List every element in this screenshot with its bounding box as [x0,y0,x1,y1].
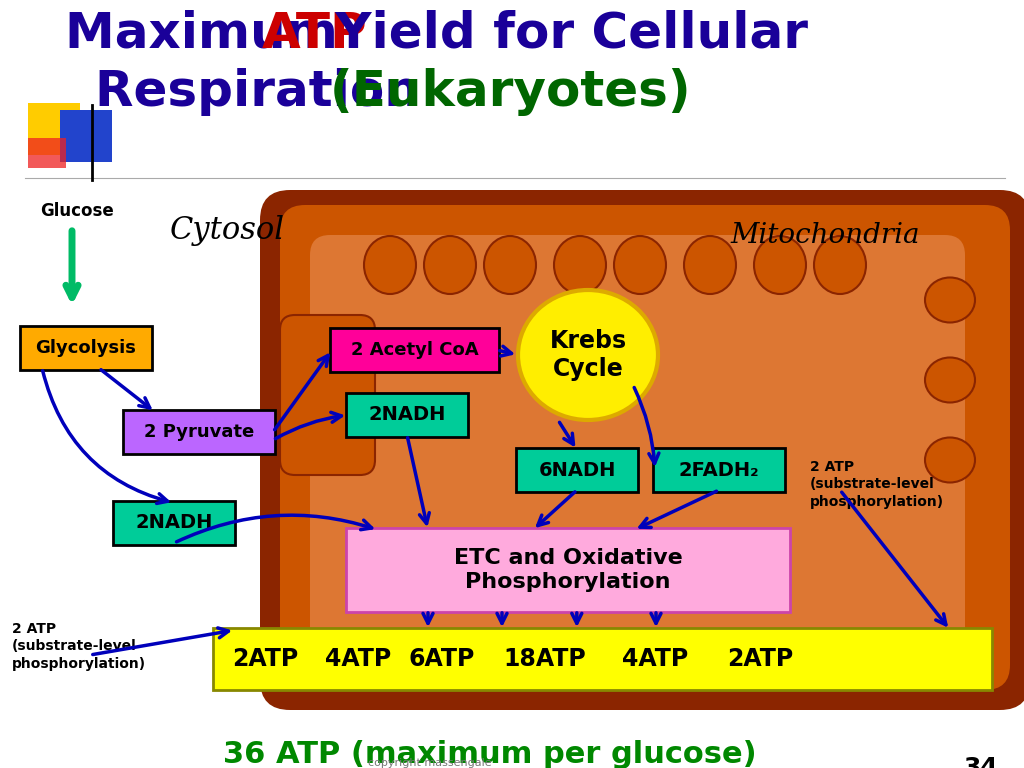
Text: 2 ATP
(substrate-level
phosphorylation): 2 ATP (substrate-level phosphorylation) [810,460,944,508]
Text: 2ATP: 2ATP [231,647,298,671]
FancyBboxPatch shape [280,205,1010,690]
Text: Respiration: Respiration [95,68,437,116]
Text: Glucose: Glucose [40,202,114,220]
Text: Glycolysis: Glycolysis [36,339,136,357]
FancyBboxPatch shape [113,501,234,545]
FancyBboxPatch shape [260,190,1024,710]
Text: 4ATP: 4ATP [325,647,391,671]
Text: copyright massengale: copyright massengale [369,758,492,768]
FancyBboxPatch shape [330,328,499,372]
Text: 2 Acetyl CoA: 2 Acetyl CoA [350,341,478,359]
Text: 2 Pyruvate: 2 Pyruvate [144,423,254,441]
Text: Mitochondria: Mitochondria [730,222,920,249]
FancyBboxPatch shape [60,110,112,162]
Text: 6ATP: 6ATP [409,647,475,671]
Text: (Eukaryotes): (Eukaryotes) [330,68,691,116]
FancyBboxPatch shape [516,448,638,492]
FancyBboxPatch shape [20,326,152,370]
Text: Krebs
Cycle: Krebs Cycle [550,329,627,381]
Text: ETC and Oxidative
Phosphorylation: ETC and Oxidative Phosphorylation [454,548,682,591]
Text: 36 ATP (maximum per glucose): 36 ATP (maximum per glucose) [223,740,757,768]
Ellipse shape [484,236,536,294]
FancyBboxPatch shape [28,138,66,168]
Text: Yield for Cellular: Yield for Cellular [318,10,808,58]
FancyBboxPatch shape [123,410,275,454]
Ellipse shape [518,290,658,420]
Ellipse shape [925,438,975,482]
FancyBboxPatch shape [346,393,468,437]
FancyBboxPatch shape [346,528,790,612]
Ellipse shape [684,236,736,294]
Text: Maximum: Maximum [65,10,355,58]
FancyBboxPatch shape [310,235,965,665]
FancyBboxPatch shape [280,315,375,475]
Text: 34: 34 [964,756,998,768]
Text: 2NADH: 2NADH [369,406,445,425]
Ellipse shape [925,277,975,323]
Text: 2NADH: 2NADH [135,514,213,532]
Ellipse shape [554,236,606,294]
Ellipse shape [364,236,416,294]
Text: 6NADH: 6NADH [539,461,615,479]
Ellipse shape [614,236,666,294]
Ellipse shape [424,236,476,294]
Ellipse shape [925,357,975,402]
Text: 18ATP: 18ATP [504,647,587,671]
FancyBboxPatch shape [28,103,80,155]
Text: 2ATP: 2ATP [727,647,794,671]
FancyBboxPatch shape [653,448,785,492]
Text: 2 ATP
(substrate-level
phosphorylation): 2 ATP (substrate-level phosphorylation) [12,622,146,670]
Text: ATP: ATP [262,10,368,58]
Ellipse shape [814,236,866,294]
Ellipse shape [754,236,806,294]
Text: 2FADH₂: 2FADH₂ [679,461,760,479]
Text: Cytosol: Cytosol [170,215,285,246]
FancyBboxPatch shape [213,628,992,690]
Text: 4ATP: 4ATP [622,647,688,671]
